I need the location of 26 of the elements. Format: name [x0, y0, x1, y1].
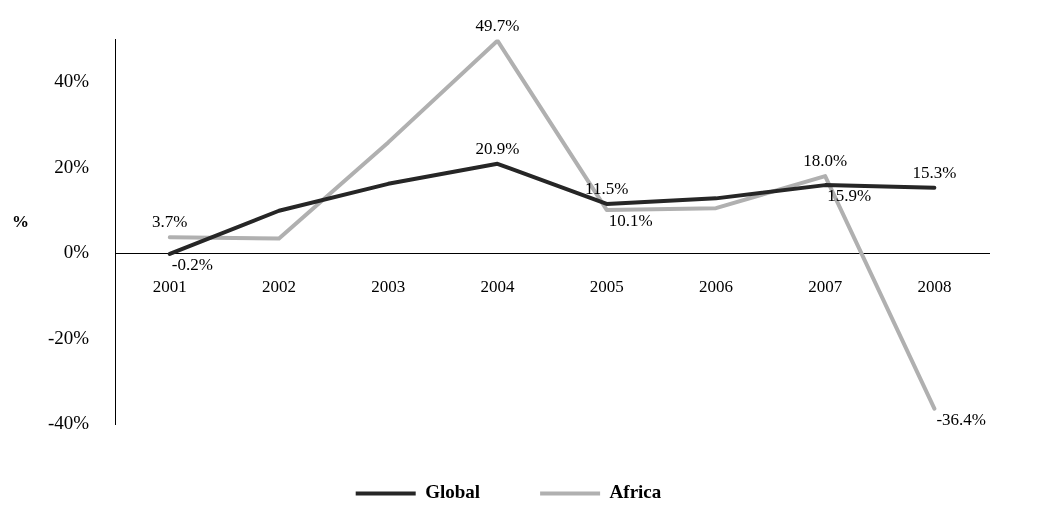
- x-tick-label: 2008: [917, 276, 952, 296]
- y-tick-label: -40%: [48, 411, 90, 433]
- data-label: 10.1%: [608, 210, 653, 230]
- x-tick-label: 2004: [480, 276, 515, 296]
- x-tick-label: 2005: [589, 276, 624, 296]
- data-label: -36.4%: [936, 409, 986, 429]
- data-label: 18.0%: [803, 151, 848, 171]
- data-label: 15.3%: [912, 162, 957, 182]
- y-tick-label: 0%: [63, 241, 90, 263]
- legend-label: Global: [425, 481, 481, 503]
- x-tick-label: 2006: [698, 276, 733, 296]
- y-tick-label: 20%: [54, 155, 90, 177]
- y-tick-label: 40%: [54, 70, 90, 92]
- x-tick-label: 2003: [371, 276, 406, 296]
- y-tick-label: -20%: [48, 326, 90, 348]
- data-label: 49.7%: [475, 15, 520, 35]
- data-label: -0.2%: [171, 254, 213, 274]
- legend-label: Africa: [609, 481, 662, 503]
- data-label: 11.5%: [585, 178, 629, 198]
- x-tick-label: 2002: [262, 276, 296, 296]
- x-tick-label: 2007: [808, 276, 843, 296]
- x-tick-label: 2001: [152, 276, 187, 296]
- y-axis-title: %: [12, 212, 29, 232]
- data-label: 3.7%: [152, 212, 188, 232]
- data-label: 15.9%: [827, 186, 872, 206]
- data-label: 20.9%: [475, 138, 520, 158]
